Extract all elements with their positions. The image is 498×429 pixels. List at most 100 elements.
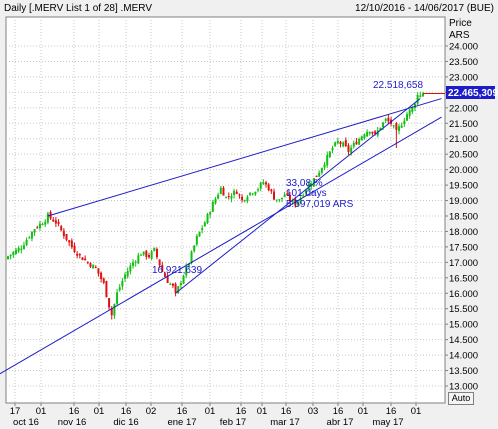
x-day-label: 16	[281, 406, 292, 417]
x-month-label: oct 16	[13, 417, 39, 428]
trend-line[interactable]	[0, 116, 442, 375]
candle-body	[118, 287, 121, 291]
y-tick-label: 19.000	[449, 196, 478, 207]
low-price-label: 16.921,639	[152, 265, 202, 276]
candle-body	[211, 201, 214, 212]
candle-body	[406, 114, 408, 121]
x-day-label: 01	[36, 406, 47, 417]
x-month-label: feb 17	[220, 417, 246, 428]
candle-body	[230, 196, 233, 199]
candle-body	[331, 147, 334, 151]
y-tick-label: 13.000	[449, 382, 478, 393]
candle-body	[97, 268, 100, 274]
candle-body	[286, 193, 289, 195]
candle-body	[54, 220, 57, 224]
candle-body	[206, 213, 209, 224]
candle-body	[251, 193, 254, 195]
candle-body	[100, 272, 103, 280]
y-tick-label: 20.500	[449, 150, 478, 161]
candle-body	[270, 189, 273, 192]
candle-body	[17, 247, 20, 252]
x-day-label: 16	[121, 406, 132, 417]
candle-body	[113, 303, 116, 316]
x-day-label: 03	[308, 406, 319, 417]
candle-body	[46, 213, 49, 223]
candle-body	[299, 198, 302, 204]
candle-body	[368, 131, 371, 134]
candle-body	[318, 172, 321, 177]
y-tick-label: 23.000	[449, 72, 478, 83]
candle-body	[374, 131, 377, 134]
candle-body	[219, 187, 222, 195]
candle-body	[278, 199, 281, 201]
candle-body	[22, 245, 25, 249]
candle-body	[92, 264, 95, 269]
candle-body	[84, 258, 87, 261]
candle-body	[302, 195, 305, 197]
candle-body	[70, 240, 73, 248]
candle-body	[312, 178, 315, 187]
candle-body	[86, 262, 89, 264]
candle-body	[352, 143, 355, 147]
candle-body	[411, 106, 414, 112]
candle-body	[161, 265, 164, 272]
candle-body	[124, 274, 127, 279]
candle-body	[265, 182, 268, 185]
candle-body	[416, 95, 419, 104]
y-tick-label: 13.500	[449, 366, 478, 377]
candle-body	[403, 120, 406, 124]
candle-body	[291, 200, 294, 203]
candle-body	[344, 140, 347, 147]
x-day-label: 16	[69, 406, 80, 417]
candle-body	[413, 103, 416, 108]
candle-body	[421, 93, 424, 97]
candle-body	[408, 109, 411, 116]
candle-body	[102, 278, 105, 283]
candle-body	[358, 138, 361, 145]
candle-body	[257, 189, 260, 191]
y-tick-label: 21.500	[449, 119, 478, 130]
trend-line[interactable]	[47, 98, 442, 217]
candle-body	[241, 196, 244, 201]
candle-body	[147, 255, 150, 258]
candle-body	[182, 275, 185, 284]
y-tick-label: 16.500	[449, 273, 478, 284]
trend-line[interactable]	[175, 98, 421, 294]
candle-body	[9, 254, 12, 257]
x-month-label: ene 17	[167, 417, 196, 428]
candle-body	[283, 194, 286, 197]
auto-scale-button[interactable]: Auto	[448, 392, 474, 405]
candle-body	[158, 259, 161, 266]
x-day-label: 16	[177, 406, 188, 417]
y-tick-label: 21.000	[449, 134, 478, 145]
candle-body	[81, 257, 84, 261]
candle-body	[254, 191, 257, 195]
candle-body	[328, 151, 331, 158]
stats-days: 101 days	[286, 188, 327, 199]
y-tick-label: 17.000	[449, 258, 478, 269]
stats-value: 5.597,019 ARS	[286, 199, 354, 210]
candle-body	[273, 191, 275, 200]
candle-body	[187, 263, 190, 266]
y-tick-label: 18.500	[449, 212, 478, 223]
candle-body	[169, 283, 172, 285]
candle-body	[36, 227, 39, 229]
x-day-label: 16	[333, 406, 344, 417]
x-day-label: 01	[257, 406, 268, 417]
candle-body	[384, 118, 387, 121]
x-month-label: may 17	[372, 417, 403, 428]
candle-body	[296, 201, 299, 205]
candle-body	[185, 266, 188, 276]
candle-body	[395, 123, 398, 130]
candle-body	[320, 167, 323, 173]
candle-body	[259, 182, 262, 189]
y-tick-label: 19.500	[449, 181, 478, 192]
candle-body	[217, 194, 220, 199]
candle-body	[134, 261, 137, 263]
y-tick-label: 17.500	[449, 242, 478, 253]
candle-body	[14, 249, 17, 254]
candle-body	[225, 196, 228, 198]
candle-body	[267, 184, 270, 191]
